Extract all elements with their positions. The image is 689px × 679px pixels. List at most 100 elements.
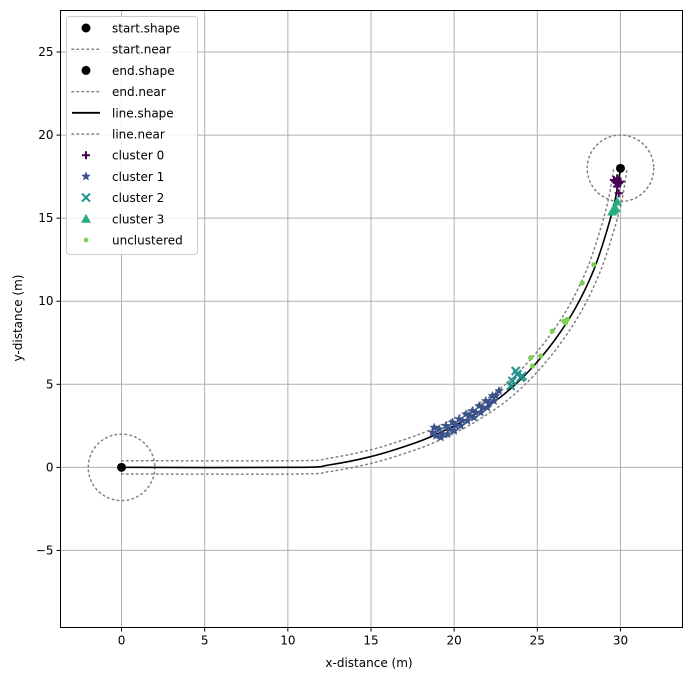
data-point	[462, 415, 473, 425]
cluster-1-points	[427, 385, 504, 442]
x-tick-label: 5	[201, 634, 209, 648]
data-point	[477, 402, 488, 412]
data-point	[467, 405, 478, 415]
data-point	[444, 424, 454, 434]
data-point	[447, 417, 458, 427]
data-point	[490, 390, 501, 400]
data-point	[507, 376, 518, 386]
data-point	[451, 420, 461, 430]
start-shape-points	[117, 462, 127, 472]
data-point	[434, 424, 444, 434]
data-point	[461, 409, 471, 419]
data-point	[471, 407, 481, 417]
x-b	[507, 376, 518, 386]
data-point	[484, 397, 494, 407]
end-shape-points	[615, 163, 625, 173]
legend-label: start.shape	[112, 22, 180, 36]
data-point	[528, 355, 534, 361]
data-point	[517, 371, 528, 381]
data-point	[431, 430, 441, 440]
data-point	[457, 415, 468, 425]
legend-marker-cluster-0	[82, 151, 90, 160]
line-near-left	[120, 166, 615, 462]
data-point	[437, 429, 448, 439]
y-tick-label: −5	[36, 543, 54, 557]
data-point	[538, 353, 544, 359]
data-point	[489, 395, 499, 405]
data-point	[476, 407, 486, 417]
legend: start.shape start.near end.shape end.near li…	[66, 16, 198, 255]
data-point	[427, 427, 438, 437]
unclustered-points	[528, 262, 597, 369]
data-point	[612, 196, 623, 206]
data-point	[464, 410, 474, 420]
data-point	[449, 425, 459, 435]
x-tick-label: 15	[363, 634, 378, 648]
legend-label: cluster 1	[112, 170, 164, 184]
y-tick-label: 15	[38, 211, 53, 225]
x-axis-ticks: 0 5 10 15 20 25 30	[118, 627, 628, 648]
legend-label: cluster 2	[112, 191, 164, 205]
data-point	[482, 402, 493, 412]
line-near-right	[120, 168, 628, 475]
data-point	[436, 432, 446, 442]
legend-handles	[71, 23, 101, 243]
legend-label: end.shape	[112, 64, 175, 78]
data-point	[608, 204, 619, 214]
data-point	[480, 395, 491, 405]
legend-label: line.near	[112, 128, 165, 142]
x-b	[510, 366, 521, 376]
legend-marker-cluster-2	[81, 192, 91, 203]
x-tick-label: 30	[613, 634, 628, 648]
data-point	[613, 182, 622, 191]
data-point	[456, 420, 466, 430]
y-tick-label: 10	[38, 294, 53, 308]
legend-label: line.shape	[112, 106, 174, 120]
data-point	[616, 177, 625, 186]
x-b	[517, 371, 528, 381]
y-tick-label: 0	[46, 460, 54, 474]
legend-label: unclustered	[112, 234, 183, 248]
data-point	[614, 189, 623, 198]
data-point	[562, 320, 569, 326]
cluster-2-points	[505, 366, 528, 391]
legend-marker-cluster-1	[81, 171, 91, 181]
legend-label: end.near	[112, 85, 166, 99]
data-point	[494, 385, 504, 395]
x-tick-label: 20	[447, 634, 462, 648]
legend-marker-start-shape	[81, 23, 91, 33]
legend-label: start.near	[112, 43, 171, 57]
y-axis-ticks: −5 0 5 10 15 20 25	[36, 45, 61, 557]
legend-label: cluster 0	[112, 149, 164, 163]
data-point	[442, 429, 453, 439]
legend-box	[66, 16, 198, 255]
data-point	[549, 328, 555, 334]
legend-label: cluster 3	[112, 212, 164, 226]
x-tick-label: 10	[280, 634, 295, 648]
legend-marker-end-shape	[81, 65, 91, 75]
data-point	[615, 163, 625, 173]
data-point	[510, 366, 521, 376]
data-point	[441, 420, 451, 430]
data-point	[454, 414, 464, 424]
y-tick-label: 5	[46, 377, 54, 391]
end-near-circle	[586, 134, 655, 203]
data-point	[609, 175, 618, 184]
y-tick-label: 25	[38, 45, 53, 59]
data-point	[429, 422, 439, 432]
plot-area	[87, 134, 655, 502]
x-b	[81, 192, 91, 203]
cluster-3-points	[607, 196, 623, 216]
x-tick-label: 25	[530, 634, 545, 648]
x-tick-label: 0	[118, 634, 126, 648]
data-point	[591, 262, 597, 268]
data-point	[469, 412, 479, 422]
data-point	[117, 462, 127, 472]
data-point	[579, 280, 585, 286]
y-axis-label: y-distance (m)	[11, 275, 25, 362]
x-axis-label: x-distance (m)	[325, 656, 412, 670]
data-point	[474, 400, 484, 410]
legend-marker-cluster-3	[81, 213, 91, 223]
data-point	[529, 363, 535, 369]
